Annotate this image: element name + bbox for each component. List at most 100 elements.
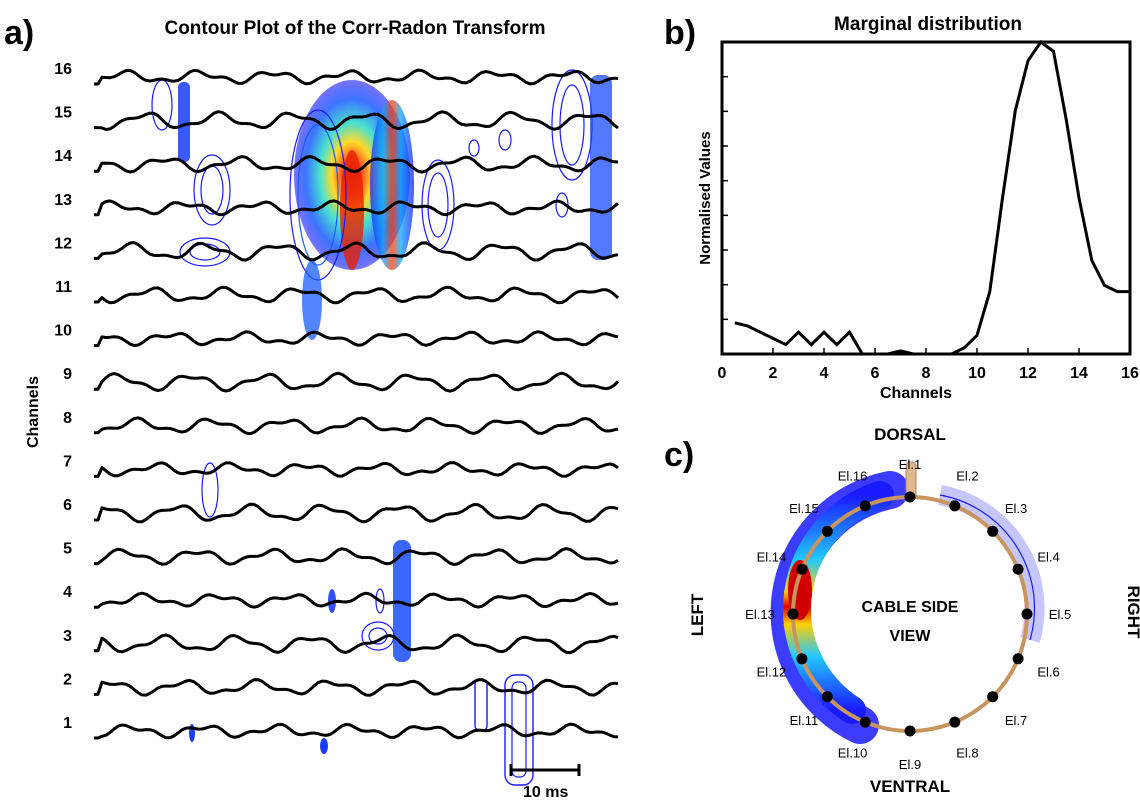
channel-trace-15 (94, 110, 619, 131)
electrode-dot-3 (987, 525, 999, 537)
contour-ring (498, 129, 512, 151)
panel-c: c) DORSAL VENTRAL LEFT RIGHT El.1El.2El.… (664, 425, 1140, 796)
electrode-dot-16 (859, 500, 871, 512)
panel-b-label: b) (664, 14, 696, 52)
channel-label-4: 4 (63, 584, 72, 601)
x-tick-label: 8 (922, 365, 931, 382)
label-left: LEFT (688, 593, 707, 636)
electrode-dot-8 (949, 716, 961, 728)
contour-right-arc-line (939, 494, 1036, 641)
channel-trace-9 (94, 371, 620, 393)
channel-trace-1 (94, 722, 619, 740)
electrode-label-9: El.9 (899, 757, 921, 772)
contour-ring (375, 588, 385, 614)
electrode-label-7: El.7 (1005, 713, 1027, 728)
contour-ring (468, 139, 480, 157)
electrode-label-5: El.5 (1049, 607, 1071, 622)
electrode-label-1: El.1 (899, 457, 921, 472)
contour-ring (297, 124, 339, 266)
contour-ring (193, 154, 231, 226)
electrode-dot-10 (859, 716, 871, 728)
panel-a-ylabel: Channels (25, 376, 42, 448)
channel-trace-13 (94, 199, 619, 217)
channel-trace-8 (94, 416, 619, 436)
channel-label-8: 8 (63, 410, 72, 427)
channel-label-7: 7 (63, 453, 72, 470)
x-tick-label: 16 (1121, 365, 1139, 382)
contour-ring (201, 462, 219, 518)
electrode-label-8: El.8 (956, 746, 978, 761)
electrode-label-11: El.11 (790, 713, 819, 728)
electrode-dot-6 (1012, 653, 1024, 665)
channel-label-13: 13 (54, 192, 72, 209)
electrode-dot-15 (821, 525, 833, 537)
panel-a: a) Contour Plot of the Corr-Radon Transf… (4, 14, 620, 801)
electrode-dot-2 (949, 500, 961, 512)
channel-label-3: 3 (63, 628, 72, 645)
panel-b-xlabel: Channels (880, 385, 952, 402)
channel-trace-10 (94, 330, 619, 348)
contour-ring (427, 172, 449, 238)
x-tick-label: 2 (769, 365, 778, 382)
x-tick-label: 14 (1070, 365, 1088, 382)
label-right: RIGHT (1124, 586, 1140, 640)
panel-b-ticks: 0 2 4 6 8 10 12 14 16 (718, 75, 1139, 382)
contour-overlay (151, 69, 612, 786)
channel-label-16: 16 (54, 61, 72, 78)
channel-label-15: 15 (54, 105, 72, 122)
electrode-label-10: El.10 (838, 746, 868, 761)
electrodes: El.1 El.2 El.3 El.4 El.5 El.6 El.7 El.8 El.9 El.1… (745, 457, 1071, 772)
channel-trace-14 (94, 154, 619, 174)
electrode-label-6: El.6 (1037, 664, 1059, 679)
channel-label-1: 1 (63, 715, 72, 732)
channel-label-12: 12 (54, 235, 72, 252)
channel-trace-4 (94, 591, 619, 609)
panel-b-title: Marginal distribution (834, 14, 1022, 35)
channel-trace-7 (94, 461, 619, 478)
contour-ring (559, 84, 585, 166)
panel-a-label: a) (4, 14, 34, 52)
contour-right-column (370, 100, 414, 270)
x-tick-label: 10 (968, 365, 986, 382)
channel-trace-16 (94, 68, 619, 86)
channel-trace-5 (94, 547, 619, 566)
panel-a-title: Contour Plot of the Corr-Radon Transform (164, 18, 545, 39)
center-label-line1: CABLE SIDE (862, 599, 959, 616)
contour-right-edge-column (590, 75, 612, 260)
channel-label-6: 6 (63, 497, 72, 514)
channel-traces (94, 68, 620, 740)
x-tick-label: 4 (820, 365, 829, 382)
channel-trace-6 (94, 502, 619, 524)
channel-label-14: 14 (54, 148, 72, 165)
channel-trace-2 (94, 678, 619, 697)
channel-trace-12 (94, 241, 619, 262)
channel-label-2: 2 (63, 671, 72, 688)
scale-bar-label: 10 ms (523, 784, 568, 801)
contour-small-blob (320, 738, 328, 754)
x-tick-label: 6 (871, 365, 880, 382)
channel-label-5: 5 (63, 541, 72, 558)
channel-label-9: 9 (63, 366, 72, 383)
contour-ring (504, 674, 534, 786)
electrode-label-3: El.3 (1005, 501, 1027, 516)
contour-ring (474, 679, 488, 731)
label-ventral: VENTRAL (870, 777, 950, 796)
contour-ring (151, 79, 173, 131)
x-tick-label: 0 (718, 365, 727, 382)
contour-column-ch3-5 (393, 540, 411, 662)
electrode-dot-9 (904, 725, 916, 737)
channel-label-10: 10 (54, 323, 72, 340)
electrode-label-15: El.15 (789, 501, 819, 516)
channel-label-11: 11 (55, 279, 72, 296)
x-tick-label: 12 (1019, 365, 1037, 382)
electrode-label-14: El.14 (757, 550, 787, 565)
electrode-dot-4 (1012, 563, 1024, 575)
electrode-dot-13 (787, 608, 799, 620)
electrode-dot-7 (987, 691, 999, 703)
panel-b-ylabel: Normalised Values (697, 131, 714, 264)
contour-ring (551, 69, 593, 181)
electrode-dot-1 (904, 491, 916, 503)
electrode-label-16: El.16 (838, 468, 868, 483)
